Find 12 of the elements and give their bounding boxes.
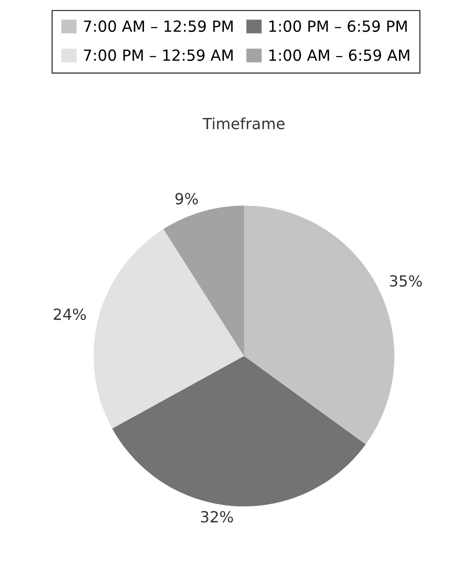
data-label: 35% [390, 275, 422, 287]
text: Timeframe [202, 118, 285, 130]
pie-slice [94, 229, 244, 428]
pie-slice [112, 356, 366, 506]
legend-label: 7:00 PM – 12:59 AM [84, 49, 233, 61]
pie-slice [163, 206, 244, 356]
data-label: 32% [201, 510, 233, 523]
legend-label: 1:00 AM – 6:59 AM [269, 49, 410, 61]
legend-label: 7:00 AM – 12:59 PM [84, 20, 233, 32]
legend-label: 1:00 PM – 6:59 PM [269, 20, 407, 32]
data-label: 24% [54, 308, 86, 320]
data-label: 9% [175, 192, 198, 204]
